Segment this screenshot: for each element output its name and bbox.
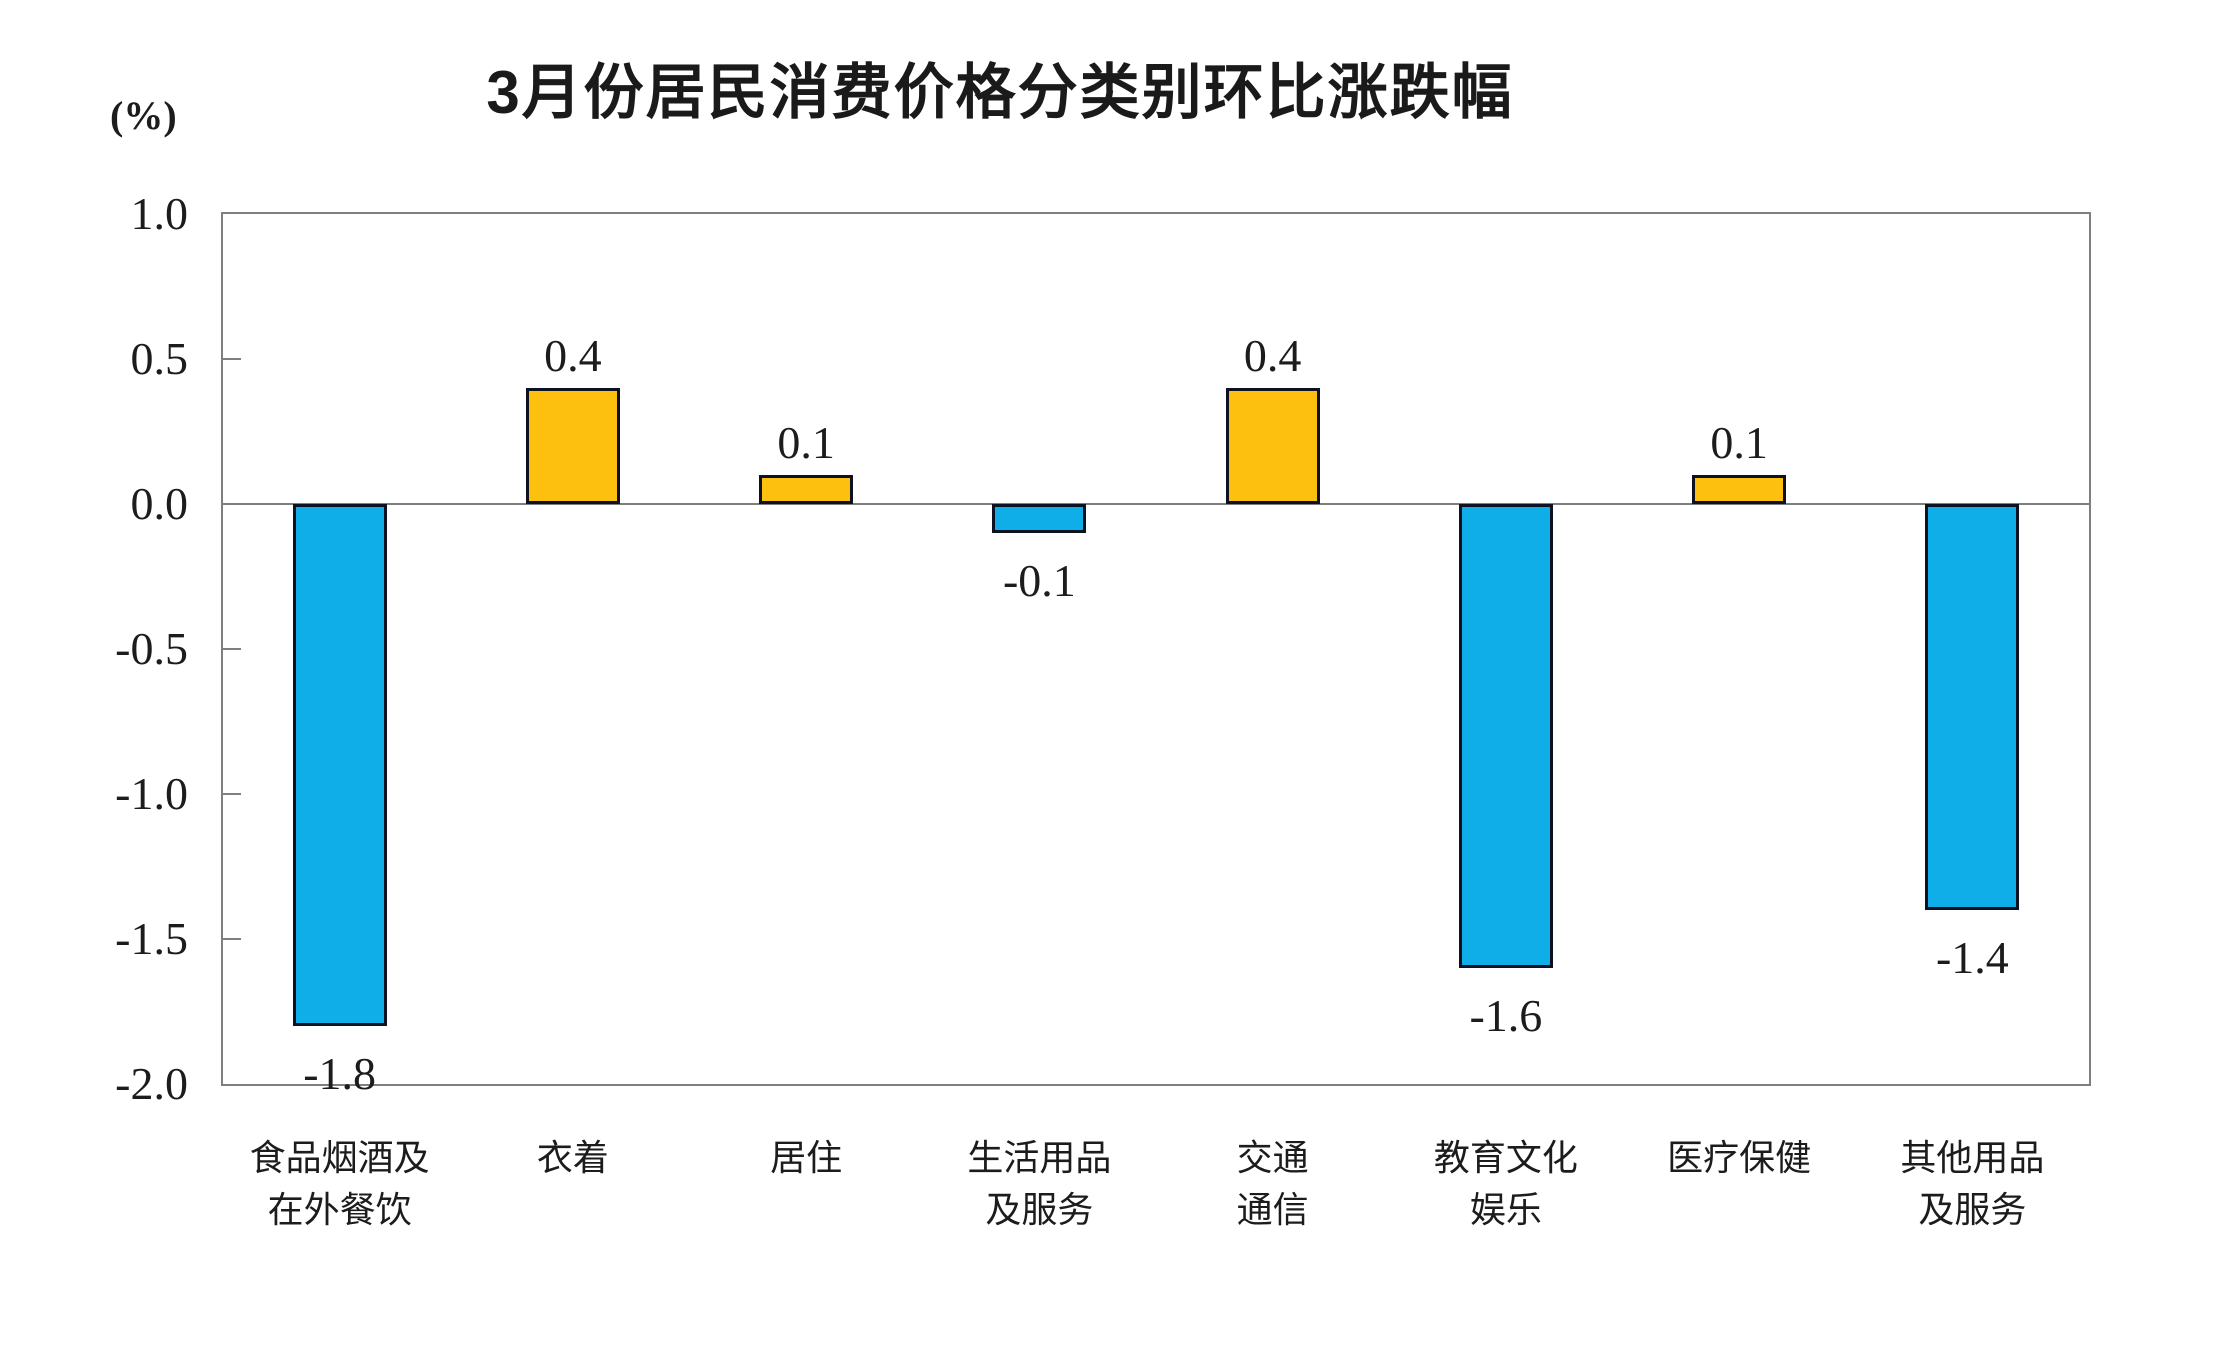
y-tick-label: -1.0 [115,768,188,819]
bar [1925,504,2020,910]
y-tick-label: -0.5 [115,623,188,674]
x-category-label: 其他用品 及服务 [1900,1138,2045,1230]
x-category-label: 食品烟酒及 在外餐饮 [249,1138,430,1230]
bar-value-label: 0.4 [544,330,602,381]
bar [525,388,620,504]
chart-title: 3月份居民消费价格分类别环比涨跌幅 [486,59,1514,126]
x-category-label: 医疗保健 [1667,1138,1812,1178]
bar-value-label: -0.1 [1002,555,1076,606]
y-tick-mark [223,358,241,360]
bar [1225,388,1320,504]
y-tick-label: 0.0 [130,478,189,529]
x-category-label: 教育文化 娱乐 [1433,1138,1578,1230]
bar [1458,504,1553,968]
bar-value-label: -1.4 [1935,932,2009,983]
bar [759,475,854,504]
zero-axis-line [223,503,2089,505]
bar [992,504,1087,533]
plot-area: -1.8 0.4 0.1 -0.1 0.4 -1.6 0.1 -1.4 [221,212,2091,1099]
bar-value-label: 0.4 [1243,330,1302,381]
x-category-label: 衣着 [536,1138,609,1178]
bar-value-label: 0.1 [777,417,835,468]
y-axis-unit-label: (%) [110,93,177,138]
y-tick-mark [223,793,241,795]
x-category-label: 生活用品 及服务 [967,1138,1112,1230]
bar [292,504,387,1026]
bar-value-label: 0.1 [1710,417,1768,468]
bar-value-label: -1.8 [303,1048,377,1099]
y-tick-mark [223,938,241,940]
y-tick-mark [223,648,241,650]
x-category-label: 居住 [770,1138,843,1178]
y-tick-label: 1.0 [130,188,189,239]
x-axis-labels: 食品烟酒及 在外餐饮 衣着 居住 生活用品 及服务 交通 通信 教育文化 娱乐 医疗保健 其他… [223,1132,2089,1292]
x-category-label: 交通 通信 [1236,1138,1309,1230]
bar-value-label: -1.6 [1469,990,1543,1041]
y-tick-label: 0.5 [130,333,189,384]
y-tick-label: -1.5 [115,913,188,964]
y-tick-label: -2.0 [115,1058,188,1109]
bar [1692,475,1787,504]
